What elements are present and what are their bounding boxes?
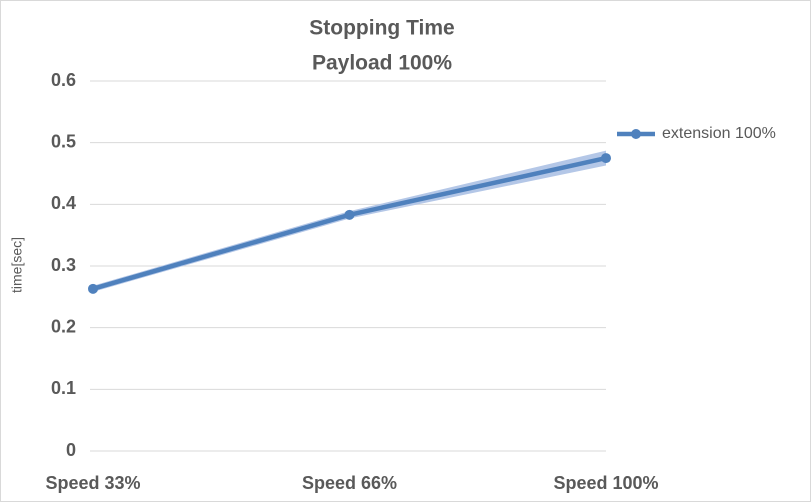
y-tick-label: 0.6 xyxy=(51,70,76,90)
chart-title: Stopping Time xyxy=(309,17,454,40)
y-tick-label: 0.3 xyxy=(51,255,76,275)
point xyxy=(344,209,355,220)
y-tick-label: 0.2 xyxy=(51,316,76,336)
y-tick-label: 0.5 xyxy=(51,131,76,151)
legend-label: extension 100% xyxy=(662,125,776,142)
y-tick-label: 0 xyxy=(66,440,76,460)
point xyxy=(88,283,98,294)
y-tick-label: 0.1 xyxy=(51,378,76,398)
chart-subtitle: Payload 100% xyxy=(312,52,452,75)
x-tick-label: Speed 100% xyxy=(553,473,658,493)
legend-marker xyxy=(631,129,641,139)
y-axis-label: time[sec] xyxy=(9,237,25,293)
point xyxy=(601,153,611,164)
x-tick-label: Speed 66% xyxy=(302,473,397,493)
y-tick-label: 0.4 xyxy=(51,193,76,213)
x-tick-label: Speed 33% xyxy=(45,473,140,493)
